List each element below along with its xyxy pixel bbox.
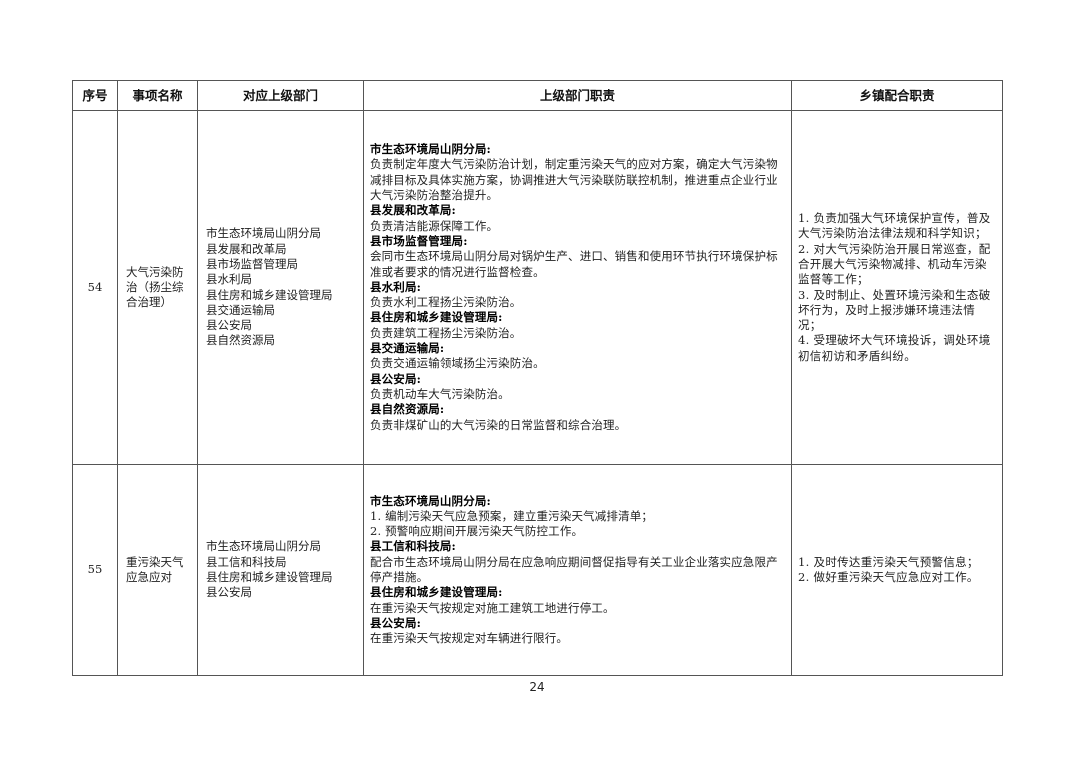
duty-text: 负责交通运输领域扬尘污染防治。 <box>370 356 545 371</box>
dept-item: 县交通运输局 <box>206 302 275 317</box>
duty-text: 配合市生态环境局山阴分局在应急响应期间督促指导有关工业企业落实应急限产停产措施。 <box>370 554 778 584</box>
duty-text: 负责清洁能源保障工作。 <box>370 218 499 233</box>
dept-item: 市生态环境局山阴分局 <box>206 226 321 241</box>
header-superior-dept: 对应上级部门 <box>197 80 364 111</box>
duty-dept-title: 县住房和城乡建设管理局: <box>370 310 503 325</box>
table-row: 55 重污染天气应急应对 市生态环境局山阴分局 县工信和科技局 县住房和城乡建设管理… <box>72 464 1003 676</box>
duty-text: 在重污染天气按规定对施工建筑工地进行停工。 <box>370 600 615 615</box>
town-duties-cell: 1. 负责加强大气环境保护宣传，普及大气污染防治法律法规和科学知识； 2. 对大气… <box>791 110 1003 465</box>
duty-dept-title: 县工信和科技局: <box>370 539 456 554</box>
duty-text: 1. 编制污染天气应急预案，建立重污染天气减排清单； 2. 预警响应期间开展污染… <box>370 508 654 539</box>
dept-item: 县住房和城乡建设管理局 <box>206 570 333 584</box>
dept-list: 市生态环境局山阴分局 县发展和改革局 县市场监督管理局 县水利局 县住房和城乡建设管理局… <box>197 110 364 465</box>
town-duty-item: 2. 做好重污染天气应急应对工作。 <box>798 570 979 584</box>
dept-item: 县公安局 <box>206 585 252 600</box>
duty-dept-title: 县自然资源局: <box>370 402 445 417</box>
duty-dept-title: 市生态环境局山阴分局: <box>370 142 491 157</box>
duty-text: 负责非煤矿山的大气污染的日常监督和综合治理。 <box>370 417 627 432</box>
town-duty-item: 2. 对大气污染防治开展日常巡查，配合开展大气污染物减排、机动车污染监督等工作； <box>798 241 991 287</box>
table-header-row: 序号 事项名称 对应上级部门 上级部门职责 乡镇配合职责 <box>72 80 1003 111</box>
dept-item: 县自然资源局 <box>206 333 275 348</box>
town-duties-cell: 1. 及时传达重污染天气预警信息； 2. 做好重污染天气应急应对工作。 <box>791 464 1003 676</box>
duty-dept-title: 县公安局: <box>370 371 421 386</box>
town-duty-item: 1. 负责加强大气环境保护宣传，普及大气污染防治法律法规和科学知识； <box>798 211 991 241</box>
dept-item: 县公安局 <box>206 318 252 333</box>
town-duty-item: 3. 及时制止、处置环境污染和生态破坏行为，及时上报涉嫌环境违法情况； <box>798 287 991 333</box>
dept-item: 县发展和改革局 <box>206 241 287 256</box>
dept-list: 市生态环境局山阴分局 县工信和科技局 县住房和城乡建设管理局 县公安局 <box>197 464 364 676</box>
town-duty-item: 4. 受理破坏大气环境投诉，调处环境初信初访和矛盾纠纷。 <box>798 333 991 363</box>
page-number: 24 <box>529 680 545 694</box>
duty-dept-title: 县水利局: <box>370 279 421 294</box>
duty-text: 负责制定年度大气污染防治计划，制定重污染天气的应对方案，确定大气污染物减排目标及… <box>370 157 778 203</box>
dept-item: 市生态环境局山阴分局 <box>206 539 321 554</box>
duty-text: 负责机动车大气污染防治。 <box>370 386 510 401</box>
duties-cell: 市生态环境局山阴分局: 负责制定年度大气污染防治计划，制定重污染天气的应对方案，确… <box>363 110 792 465</box>
duty-text: 负责建筑工程扬尘污染防治。 <box>370 325 522 340</box>
header-item-name: 事项名称 <box>117 80 198 111</box>
dept-item: 县水利局 <box>206 272 252 287</box>
duty-dept-title: 市生态环境局山阴分局: <box>370 493 491 508</box>
header-no: 序号 <box>72 80 118 111</box>
item-name: 重污染天气应急应对 <box>117 464 198 676</box>
duty-dept-title: 县住房和城乡建设管理局: <box>370 585 503 600</box>
duty-text: 负责水利工程扬尘污染防治。 <box>370 295 522 310</box>
row-no: 54 <box>72 110 118 465</box>
duty-dept-title: 县交通运输局: <box>370 341 445 356</box>
header-town-duties: 乡镇配合职责 <box>791 80 1003 111</box>
dept-item: 县工信和科技局 <box>206 554 287 569</box>
duty-dept-title: 县公安局: <box>370 615 421 630</box>
responsibility-table: 序号 事项名称 对应上级部门 上级部门职责 乡镇配合职责 54 大气污染防治（扬… <box>72 80 1003 676</box>
row-no: 55 <box>72 464 118 676</box>
duty-text: 会同市生态环境局山阴分局对锅炉生产、进口、销售和使用环节执行环境保护标准或者要求… <box>370 249 778 279</box>
duty-dept-title: 县发展和改革局: <box>370 203 456 218</box>
duty-dept-title: 县市场监督管理局: <box>370 233 468 248</box>
duties-cell: 市生态环境局山阴分局: 1. 编制污染天气应急预案，建立重污染天气减排清单； 2.… <box>363 464 792 676</box>
header-superior-duties: 上级部门职责 <box>363 80 792 111</box>
town-duty-item: 1. 及时传达重污染天气预警信息； <box>798 554 979 569</box>
duty-text: 在重污染天气按规定对车辆进行限行。 <box>370 631 569 646</box>
table-row: 54 大气污染防治（扬尘综合治理） 市生态环境局山阴分局 县发展和改革局 县市场监督… <box>72 110 1003 465</box>
dept-item: 县住房和城乡建设管理局 <box>206 287 333 302</box>
dept-item: 县市场监督管理局 <box>206 256 298 271</box>
item-name: 大气污染防治（扬尘综合治理） <box>117 110 198 465</box>
